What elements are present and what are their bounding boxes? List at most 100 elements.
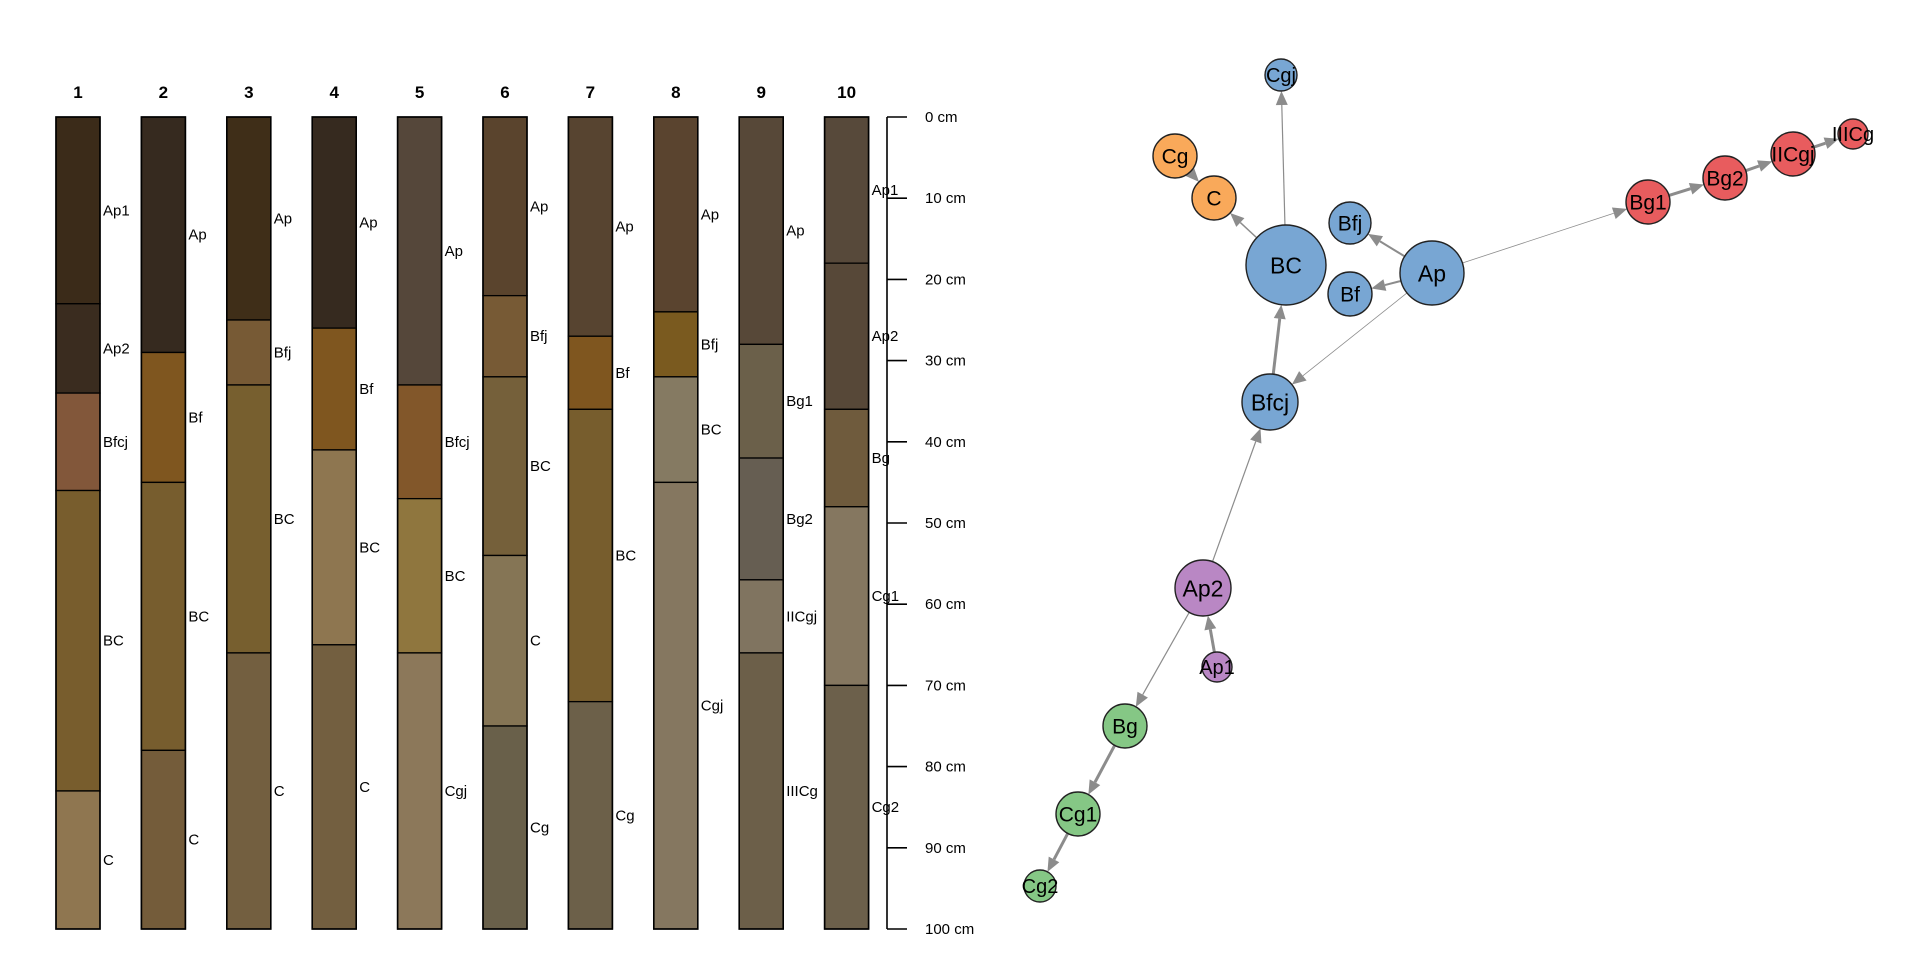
- node-label: Ap1: [1199, 657, 1235, 679]
- edge-ap2-to-bg: [1135, 612, 1190, 707]
- edge-ap-to-bf: [1371, 279, 1402, 291]
- node-circle: [1152, 133, 1198, 179]
- horizon-label: Ap: [274, 211, 292, 228]
- edge-ap1-to-ap2: [1204, 615, 1217, 653]
- node-label: Cg2: [1022, 876, 1059, 898]
- node-cg: Cg: [1152, 133, 1198, 179]
- node-ap1: Ap1: [1199, 651, 1235, 683]
- node-ap2: Ap2: [1174, 559, 1232, 617]
- arrowhead: [1688, 182, 1704, 195]
- node-ap: Ap: [1399, 240, 1465, 306]
- arrowhead: [1371, 279, 1387, 291]
- node-cg1: Cg1: [1055, 791, 1101, 837]
- node-label: IICgj: [1771, 144, 1814, 167]
- depth-tick-label: 30 cm: [925, 353, 966, 370]
- node-label: Cg1: [1059, 804, 1098, 827]
- horizon-iicgj-block: [738, 579, 784, 654]
- edge-line: [1668, 187, 1692, 197]
- horizon-label: C: [359, 779, 370, 796]
- soil-profile-1: 1 Ap1 Ap2 Bfcj BC C: [55, 83, 130, 930]
- profile-id-label: 6: [500, 83, 509, 102]
- horizon-label: Cg1: [872, 588, 900, 605]
- edge-line: [1281, 104, 1286, 226]
- horizon-bfj-block: [226, 319, 272, 386]
- profile-id-label: 3: [244, 83, 253, 102]
- node-circle: [1770, 131, 1816, 177]
- horizon-label: BC: [530, 458, 551, 475]
- node-label: IIICg: [1832, 124, 1874, 146]
- edge-line: [1211, 441, 1257, 562]
- edge-cg1-to-cg2: [1047, 832, 1070, 872]
- node-iiicg: IIICg: [1832, 118, 1874, 150]
- horizon-label: Bfcj: [445, 434, 470, 451]
- arrowhead: [1823, 137, 1839, 149]
- node-label: Bfj: [1338, 213, 1363, 236]
- soil-profile-sketches: 1 Ap1 Ap2 Bfcj BC C 2 Ap Bf BC C 3 Ap Bfj BC C 4 Ap Bf BC C 5…: [55, 83, 900, 930]
- node-label: Bg1: [1629, 192, 1666, 215]
- horizon-label: Ap1: [872, 182, 899, 199]
- node-circle: [1327, 271, 1373, 317]
- horizon-bc-block: [653, 376, 699, 484]
- horizon-label: C: [188, 832, 199, 849]
- arrowhead: [1757, 160, 1773, 172]
- arrowhead: [1250, 428, 1262, 444]
- edge-bc-to-cgj: [1275, 90, 1288, 226]
- node-label: C: [1206, 188, 1221, 211]
- profile-id-label: 9: [756, 83, 765, 102]
- horizon-label: C: [530, 633, 541, 650]
- arrowhead: [1204, 615, 1217, 631]
- arrowhead: [1185, 167, 1200, 182]
- horizon-ap-block: [226, 116, 272, 321]
- arrowhead: [1047, 856, 1060, 872]
- node-label: Ap2: [1183, 575, 1224, 601]
- horizon-label: Bg: [872, 450, 890, 467]
- horizon-ap-block: [738, 116, 784, 346]
- edge-line: [1813, 141, 1826, 149]
- depth-tick-label: 60 cm: [925, 596, 966, 613]
- node-cgj: Cgj: [1264, 58, 1298, 92]
- profile-outline: [311, 116, 358, 930]
- horizon-label: Ap: [786, 223, 804, 240]
- horizon-label: Bfcj: [103, 434, 128, 451]
- horizon-label: Cg: [615, 807, 634, 824]
- horizon-ap-block: [482, 116, 528, 297]
- node-iicgj: IICgj: [1770, 131, 1816, 177]
- node-c: C: [1191, 175, 1237, 221]
- profile-id-label: 5: [415, 83, 424, 102]
- soil-profile-3: 3 Ap Bfj BC C: [226, 83, 295, 930]
- profile-outline: [823, 116, 870, 930]
- horizon-label: Ap2: [103, 340, 130, 357]
- profile-id-label: 8: [671, 83, 680, 102]
- horizon-bg1-block: [738, 343, 784, 459]
- horizon-label: Ap: [359, 215, 377, 232]
- depth-tick-label: 90 cm: [925, 840, 966, 857]
- edge-bg-to-cg1: [1088, 744, 1116, 795]
- edge-line: [1379, 240, 1406, 258]
- node-bf: Bf: [1327, 271, 1373, 317]
- depth-axis: 0 cm 10 cm 20 cm 30 cm 40 cm 50 cm 60 cm 70 cm 8…: [886, 109, 974, 938]
- horizon-label: BC: [445, 568, 466, 585]
- soil-profile-9: 9 Ap Bg1 Bg2 IICgj IIICg: [738, 83, 818, 930]
- horizon-ap2-block: [823, 262, 870, 410]
- horizon-label: Ap: [701, 206, 719, 223]
- node-label: Bg: [1112, 716, 1138, 739]
- node-circle: [1023, 869, 1057, 903]
- horizon-label: Ap: [445, 243, 463, 260]
- horizon-bc-block: [140, 481, 187, 752]
- node-label: Cg: [1162, 146, 1189, 169]
- arrowhead: [1367, 233, 1384, 247]
- horizon-ap2-block: [55, 303, 101, 394]
- horizon-label: C: [274, 783, 285, 800]
- horizon-cg1-block: [823, 506, 870, 687]
- profile-outline: [55, 116, 101, 930]
- horizon-bfcj-block: [55, 392, 101, 492]
- profile-outline: [738, 116, 785, 930]
- horizon-iiicg-block: [738, 652, 784, 930]
- horizon-ap-block: [396, 116, 443, 386]
- horizon-label: Cgj: [701, 698, 724, 715]
- depth-tick-label: 20 cm: [925, 271, 966, 288]
- node-circle: [1702, 155, 1748, 201]
- edge-line: [1093, 744, 1116, 783]
- edge-ap-to-bg1: [1462, 207, 1628, 264]
- horizon-label: Bfj: [530, 328, 548, 345]
